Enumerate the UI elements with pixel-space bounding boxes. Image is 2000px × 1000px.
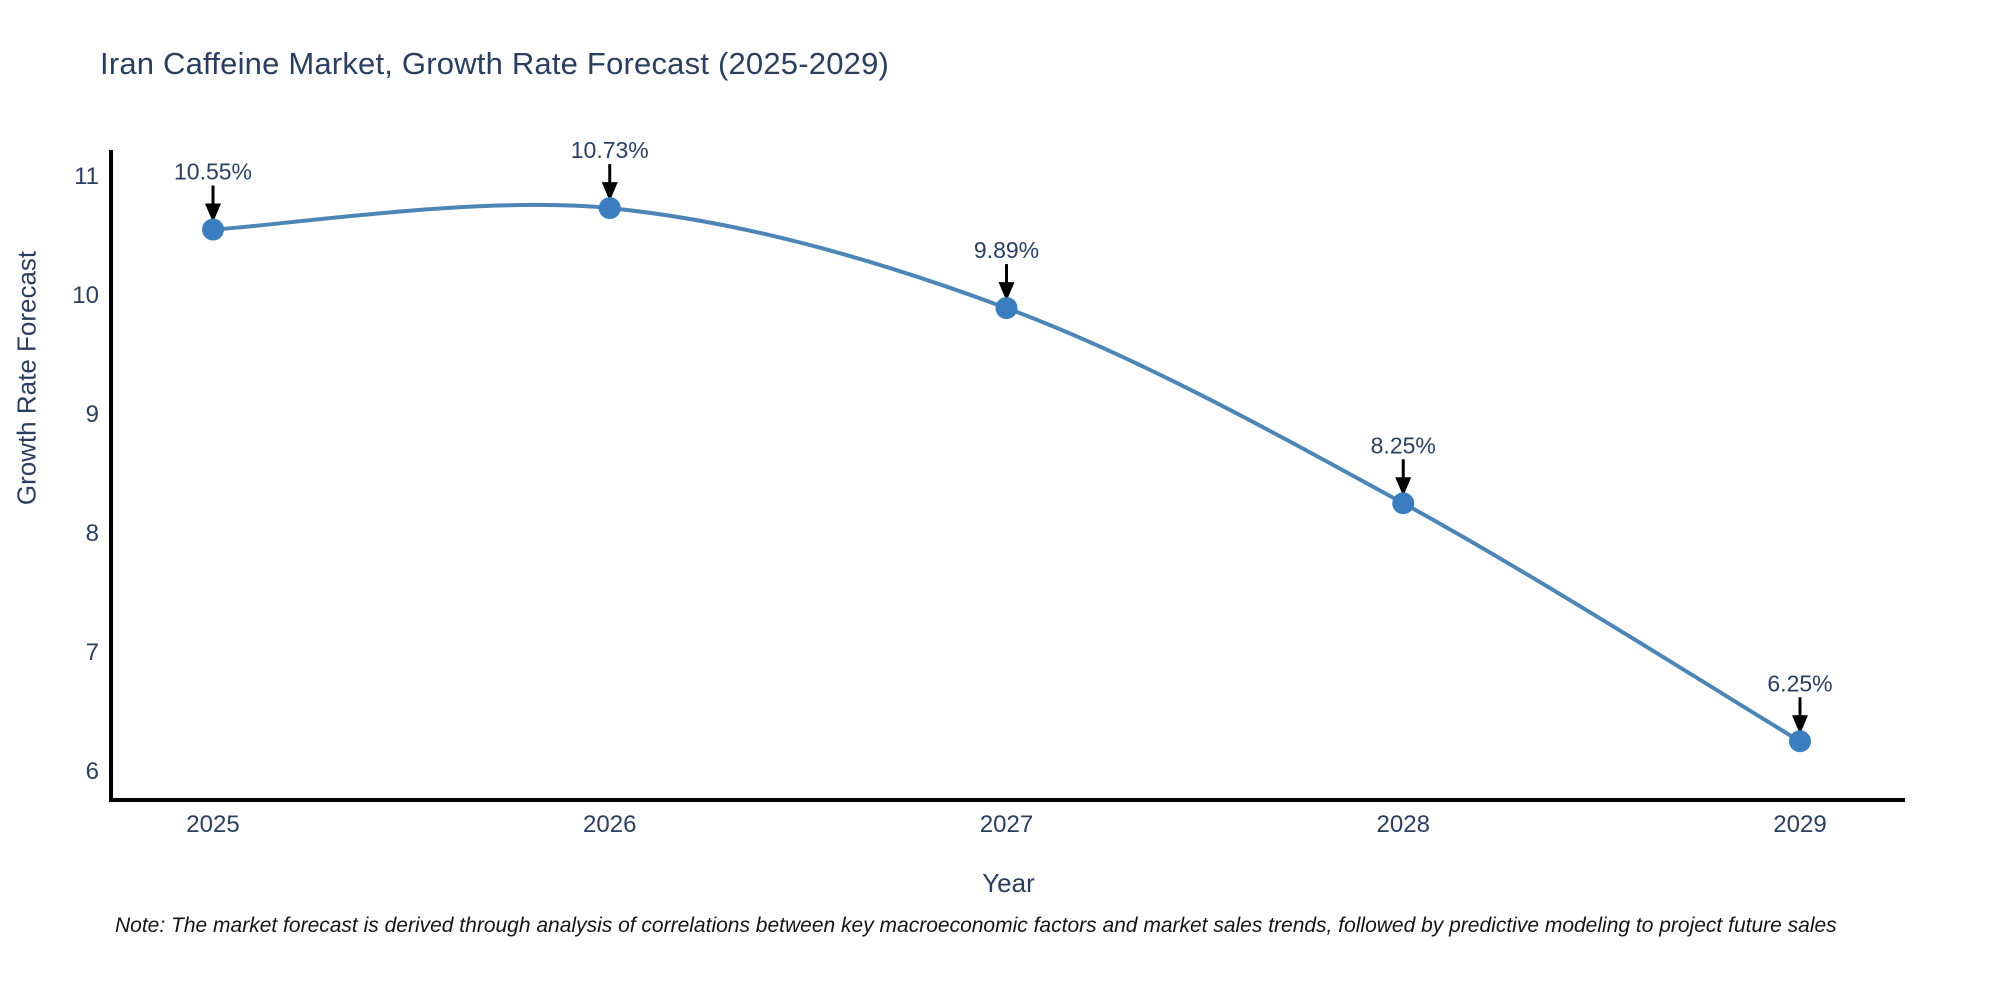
data-point-marker [598,197,621,220]
y-tick-label: 7 [86,639,99,666]
x-tick-label: 2026 [583,811,636,838]
y-tick-label: 10 [72,282,99,309]
y-axis-title: Growth Rate Forecast [11,250,42,506]
x-axis-title: Year [982,868,1035,898]
footnote: Note: The market forecast is derived thr… [115,914,1837,937]
data-point-label: 6.25% [1767,670,1832,696]
data-point-marker [995,297,1018,320]
x-tick-label: 2028 [1377,811,1430,838]
data-point-marker [202,218,224,241]
data-point-label: 10.73% [571,137,649,163]
x-tick-label: 2025 [186,811,239,838]
chart-title: Iran Caffeine Market, Growth Rate Foreca… [100,46,890,81]
x-tick-label: 2029 [1773,811,1826,838]
annotation-arrowhead-icon [1792,715,1808,735]
data-point-marker [1789,730,1811,753]
annotation-arrowhead-icon [1395,477,1412,497]
y-tick-label: 6 [86,758,99,785]
x-tick-label: 2027 [980,811,1033,838]
data-point-label: 8.25% [1371,432,1436,458]
annotation-arrowhead-icon [998,282,1015,302]
annotation-arrowhead-icon [601,182,618,202]
data-point-marker [1392,492,1415,515]
y-tick-label: 8 [86,520,99,547]
annotation-arrowhead-icon [205,203,221,223]
y-tick-label: 9 [86,401,99,428]
data-point-label: 10.55% [174,159,252,185]
data-point-label: 9.89% [974,237,1039,263]
y-tick-label: 11 [74,163,99,190]
